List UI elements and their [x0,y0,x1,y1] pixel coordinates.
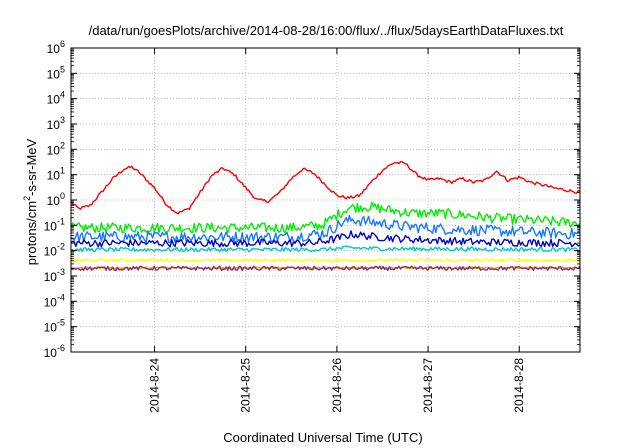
y-tick-label: 102 [47,140,65,157]
series-line-yellow [70,258,581,263]
y-tick-base: 10 [44,245,58,259]
x-tick-labels: 2014-8-24 2014-8-25 2014-8-26 2014-8-27 2014… [148,358,527,413]
y-tick-base: 10 [47,143,61,157]
series-line-cyan [70,245,581,253]
y-tick-exponent: 0 [60,191,65,201]
x-tick-label: 2014-8-26 [330,358,344,413]
y-tick-label: 10-3 [44,267,65,284]
y-tick-base: 10 [47,42,61,56]
y-tick-labels: 10610510410310210110010-110-210-310-410-… [44,39,65,360]
series-line-dark-blue [70,230,581,248]
series-line-purple [70,265,581,272]
y-tick-label: 10-4 [44,292,65,309]
y-tick-label: 10-6 [44,343,65,360]
grid [71,48,580,352]
series-line-light-blue [70,214,581,244]
y-tick-exponent: 6 [60,39,65,49]
y-tick-base: 10 [47,169,61,183]
y-tick-base: 10 [47,67,61,81]
x-tick-label: 2014-8-25 [239,358,253,413]
y-axis-label-sup: 2 [22,196,32,201]
y-axis-label-rest: -s-sr-MeV [24,138,39,195]
y-tick-label: 103 [47,115,65,132]
x-tick-label: 2014-8-28 [512,358,526,413]
y-tick-label: 106 [47,39,65,56]
y-tick-exponent: -3 [57,267,65,277]
y-tick-exponent: -6 [57,343,65,353]
series-line-red [70,161,581,215]
y-tick-label: 10-5 [44,318,65,335]
y-tick-exponent: -2 [57,242,65,252]
y-tick-base: 10 [44,346,58,360]
y-tick-exponent: -4 [57,292,65,302]
y-tick-label: 105 [47,64,65,81]
y-tick-base: 10 [44,270,58,284]
y-tick-exponent: -5 [57,318,65,328]
y-tick-base: 10 [47,118,61,132]
y-tick-exponent: 1 [60,166,65,176]
series-group [70,161,581,272]
y-tick-label: 10-1 [44,216,65,233]
y-tick-label: 104 [47,90,65,107]
y-tick-label: 100 [47,191,65,208]
series-line-green [70,201,581,234]
series-line-orange [70,266,581,270]
y-tick-exponent: -1 [57,216,65,226]
y-tick-exponent: 3 [60,115,65,125]
y-tick-exponent: 2 [60,140,65,150]
y-tick-base: 10 [47,194,61,208]
y-axis-label: protons/cm2-s-sr-MeV [22,138,39,265]
y-tick-exponent: 5 [60,64,65,74]
ticks [71,47,580,353]
y-tick-base: 10 [47,93,61,107]
y-tick-base: 10 [44,295,58,309]
y-tick-exponent: 4 [60,90,65,100]
y-tick-base: 10 [44,321,58,335]
y-tick-label: 101 [47,166,65,183]
x-tick-label: 2014-8-24 [148,358,162,413]
x-tick-label: 2014-8-27 [421,358,435,413]
x-axis-label: Coordinated Universal Time (UTC) [223,430,422,445]
chart-title: /data/run/goesPlots/archive/2014-08-28/1… [89,23,564,38]
y-tick-label: 10-2 [44,242,65,259]
y-axis-label-base: protons/cm [24,201,39,265]
y-tick-base: 10 [44,219,58,233]
